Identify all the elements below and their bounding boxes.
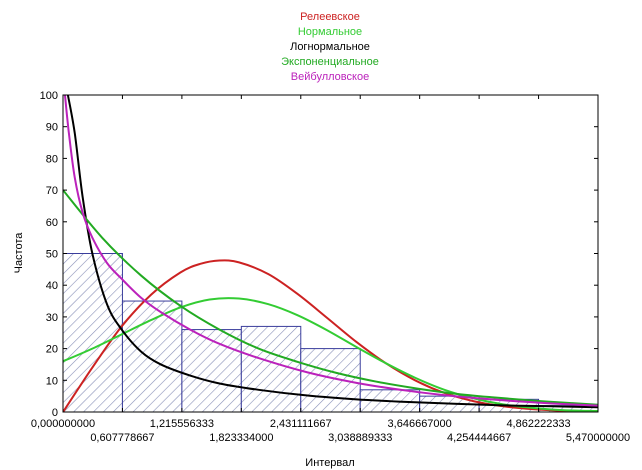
y-tick-label: 0 [52,407,58,419]
y-tick-label: 70 [46,185,58,197]
legend-item: Нормальное [298,26,362,38]
y-tick-label: 100 [40,90,58,102]
x-tick-label: 0,607778667 [90,432,154,444]
histogram-bar [62,253,123,413]
legend-item: Логнормальное [290,41,370,53]
y-tick-label: 50 [46,249,58,261]
legend-item: Экспоненциальное [281,56,379,68]
x-tick-label: 1,823334000 [209,432,273,444]
x-tick-label: 1,215556333 [150,418,214,430]
x-tick-label: 3,646667000 [388,418,452,430]
x-axis: 0,000000000 1,215556333 2,431111667 3,64666… [31,95,630,444]
y-tick-label: 10 [46,375,58,387]
x-tick-label: 4,254444667 [447,432,511,444]
y-tick-label: 80 [46,153,58,165]
y-tick-label: 30 [46,312,58,324]
legend-item: Вейбулловское [291,71,369,83]
x-tick-label: 3,038889333 [328,432,392,444]
legend: Релеевское Нормальное Логнормальное Экспоне… [281,11,379,83]
x-axis-title: Интервал [305,457,354,469]
y-tick-label: 20 [46,344,58,356]
y-tick-label: 90 [46,122,58,134]
histogram-bar [181,329,242,413]
y-axis-title: Частота [13,232,25,274]
histogram-bar [240,325,302,413]
y-tick-label: 60 [46,217,58,229]
series-line [63,189,598,406]
series-line [63,95,598,407]
distribution-curves [63,95,598,412]
x-tick-label: 4,862222333 [506,418,570,430]
x-tick-label: 5,470000000 [566,432,630,444]
x-tick-label: 2,431111667 [270,418,332,430]
y-axis: 0 10 20 30 40 50 60 70 80 90 100 [40,90,598,419]
x-tick-label: 0,000000000 [31,418,95,430]
histogram-bar [121,300,183,413]
legend-item: Релеевское [300,11,360,23]
y-tick-label: 40 [46,280,58,292]
histogram-bar [300,348,361,413]
series-line [66,95,598,409]
